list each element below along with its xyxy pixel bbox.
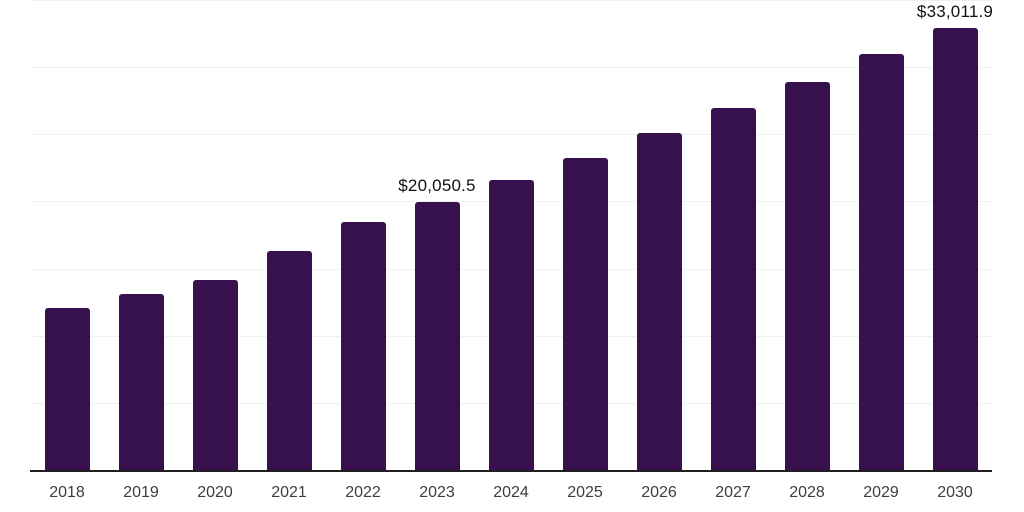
bar-2025 bbox=[562, 157, 608, 471]
bar-slot-2020 bbox=[178, 1, 252, 471]
bar-slot-2018 bbox=[30, 1, 104, 471]
x-tick-2020: 2020 bbox=[197, 484, 233, 501]
bar-2019 bbox=[118, 293, 164, 471]
bar-2029 bbox=[858, 54, 904, 471]
bar-slot-2029 bbox=[844, 1, 918, 471]
data-label-2023: $20,050.5 bbox=[398, 175, 476, 195]
gridline-35000 bbox=[30, 0, 992, 1]
x-axis-line bbox=[30, 470, 992, 472]
bar-2026 bbox=[636, 132, 682, 471]
bar-slot-2019 bbox=[104, 1, 178, 471]
bar-2020 bbox=[192, 279, 238, 471]
x-tick-2028: 2028 bbox=[789, 484, 825, 501]
bar-2021 bbox=[266, 250, 312, 471]
data-label-2030: $33,011.9 bbox=[916, 1, 994, 21]
x-tick-2026: 2026 bbox=[641, 484, 677, 501]
x-tick-2027: 2027 bbox=[715, 484, 751, 501]
bar-2022 bbox=[340, 221, 386, 471]
x-tick-2022: 2022 bbox=[345, 484, 381, 501]
x-axis-labels: 2018 2019 2020 2021 2022 2023 2024 2025 2026 2027… bbox=[30, 484, 992, 502]
x-tick-2030: 2030 bbox=[937, 484, 973, 501]
bar-slot-2030: $33,011.9 bbox=[916, 1, 994, 471]
x-tick-2019: 2019 bbox=[123, 484, 159, 501]
x-tick-2029: 2029 bbox=[863, 484, 899, 501]
bar-2018 bbox=[44, 308, 90, 471]
gridline-30000 bbox=[30, 67, 992, 69]
bar-slot-2022 bbox=[326, 1, 400, 471]
x-tick-2021: 2021 bbox=[271, 484, 307, 501]
bar-slot-2028 bbox=[770, 1, 844, 471]
bar-2024 bbox=[488, 179, 534, 471]
bar-2030 bbox=[932, 27, 978, 471]
bars-row: $20,050.5 $33,011.9 bbox=[30, 1, 994, 471]
x-tick-2024: 2024 bbox=[493, 484, 529, 501]
bar-2023 bbox=[414, 201, 460, 471]
x-tick-2023: 2023 bbox=[419, 484, 455, 501]
bar-slot-2025 bbox=[548, 1, 622, 471]
x-tick-2018: 2018 bbox=[49, 484, 85, 501]
bar-slot-2024 bbox=[474, 1, 548, 471]
gridline-25000 bbox=[30, 134, 992, 136]
bar-slot-2027 bbox=[696, 1, 770, 471]
bar-slot-2023: $20,050.5 bbox=[398, 1, 476, 471]
bar-2028 bbox=[784, 81, 830, 471]
bar-slot-2026 bbox=[622, 1, 696, 471]
x-tick-2025: 2025 bbox=[567, 484, 603, 501]
bar-2027 bbox=[710, 108, 756, 471]
bar-slot-2021 bbox=[252, 1, 326, 471]
